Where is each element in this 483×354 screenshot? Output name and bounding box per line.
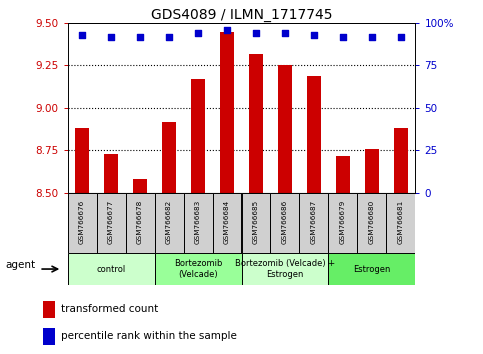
Bar [328, 253, 415, 285]
Bar [386, 193, 415, 253]
Bar [307, 76, 321, 193]
Text: percentile rank within the sample: percentile rank within the sample [61, 331, 237, 341]
Text: Bortezomib
(Velcade): Bortezomib (Velcade) [174, 259, 222, 279]
Bar [213, 193, 242, 253]
Bar [242, 193, 270, 253]
Bar [155, 253, 242, 285]
Text: Estrogen: Estrogen [353, 264, 391, 274]
Bar [104, 154, 118, 193]
Bar [43, 328, 55, 345]
Text: GSM766677: GSM766677 [108, 200, 114, 244]
Text: GSM766686: GSM766686 [282, 200, 288, 244]
Point [78, 32, 86, 38]
Bar [336, 155, 350, 193]
Bar [184, 193, 213, 253]
Text: control: control [97, 264, 126, 274]
Point [194, 30, 202, 36]
Bar [126, 193, 155, 253]
Bar [68, 253, 155, 285]
Bar [249, 53, 263, 193]
Text: GSM766682: GSM766682 [166, 200, 172, 244]
Bar [133, 179, 147, 193]
Title: GDS4089 / ILMN_1717745: GDS4089 / ILMN_1717745 [151, 8, 332, 22]
Bar [299, 193, 328, 253]
Bar [162, 121, 176, 193]
Bar [270, 193, 299, 253]
Point [107, 34, 115, 39]
Bar [220, 32, 234, 193]
Text: GSM766680: GSM766680 [369, 200, 375, 244]
Bar [155, 193, 184, 253]
Point [136, 34, 144, 39]
Point [397, 34, 405, 39]
Bar [242, 253, 328, 285]
Text: GSM766684: GSM766684 [224, 200, 230, 244]
Text: GSM766678: GSM766678 [137, 200, 143, 244]
Point [252, 30, 260, 36]
Bar [328, 193, 357, 253]
Point [368, 34, 376, 39]
Bar [75, 129, 89, 193]
Text: GSM766681: GSM766681 [398, 200, 404, 244]
Text: GSM766683: GSM766683 [195, 200, 201, 244]
Point [281, 30, 289, 36]
Text: Bortezomib (Velcade) +
Estrogen: Bortezomib (Velcade) + Estrogen [235, 259, 335, 279]
Point [165, 34, 173, 39]
Text: GSM766676: GSM766676 [79, 200, 85, 244]
Point [339, 34, 347, 39]
Point [310, 32, 318, 38]
Text: transformed count: transformed count [61, 304, 158, 314]
Bar [357, 193, 386, 253]
Bar [97, 193, 126, 253]
Text: GSM766679: GSM766679 [340, 200, 346, 244]
Bar [365, 149, 379, 193]
Text: GSM766687: GSM766687 [311, 200, 317, 244]
Bar [394, 129, 408, 193]
Bar [68, 193, 97, 253]
Text: agent: agent [5, 260, 36, 270]
Bar [278, 65, 292, 193]
Bar [191, 79, 205, 193]
Text: GSM766685: GSM766685 [253, 200, 259, 244]
Point [223, 27, 231, 33]
Bar [43, 301, 55, 318]
